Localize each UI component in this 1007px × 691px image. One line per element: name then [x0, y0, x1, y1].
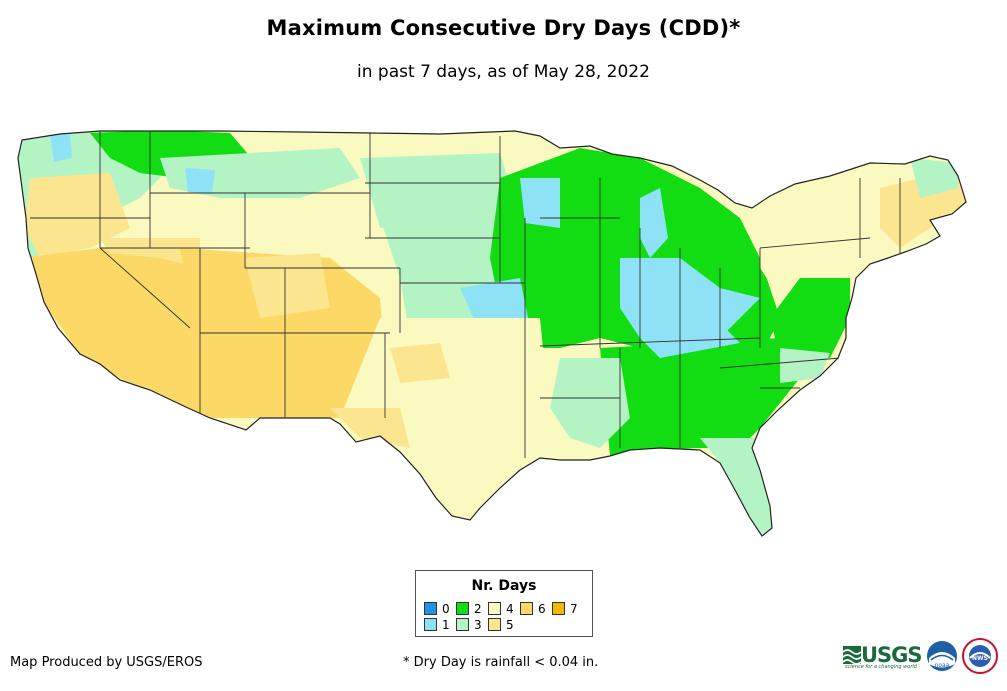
footnote-text: * Dry Day is rainfall < 0.04 in.: [403, 655, 599, 670]
map-subtitle: in past 7 days, as of May 28, 2022: [357, 62, 650, 82]
zone-texas-4: [340, 318, 550, 516]
legend-item-5: 5: [488, 618, 514, 632]
nws-logo-icon: NWS: [962, 638, 998, 674]
zone-n-plains-3: [360, 153, 520, 228]
usgs-wordmark: USGS: [861, 643, 923, 667]
legend-item-4: 4: [488, 602, 514, 616]
zone-southeast-2: [600, 338, 800, 456]
legend-swatch: [552, 602, 565, 615]
legend-label: 1: [442, 618, 450, 632]
legend-item-7: 7: [552, 602, 578, 616]
legend-label: 7: [570, 602, 578, 616]
zone-tx-panhandle-5: [390, 343, 450, 383]
zone-mississippi-3: [550, 358, 630, 448]
legend-item-6: 6: [520, 602, 546, 616]
zone-carolinas-3: [780, 348, 830, 383]
zone-great-basin-5: [100, 238, 200, 268]
zone-lake-michigan-1: [640, 188, 668, 258]
legend-label: 3: [474, 618, 482, 632]
usgs-wave-icon: [843, 646, 861, 664]
legend-swatch: [520, 602, 533, 615]
usgs-logo: USGS: [843, 643, 923, 669]
us-cdd-map: [17, 130, 967, 537]
zone-4corners-5: [245, 253, 330, 318]
cdd-raster: [18, 131, 966, 536]
zone-maine-3: [910, 158, 958, 198]
zone-nm-5: [330, 408, 410, 448]
state-boundaries: [30, 131, 901, 458]
legend-label: 6: [538, 602, 546, 616]
legend-swatch: [456, 602, 469, 615]
legend-label: 0: [442, 602, 450, 616]
legend: Nr. Days 0 2 4 6 7 1 3 5: [415, 570, 593, 637]
zone-oregon-5: [25, 173, 130, 258]
legend-item-1: 1: [424, 618, 450, 632]
legend-label: 2: [474, 602, 482, 616]
legend-label: 4: [506, 602, 514, 616]
zone-mid-atlantic-2: [770, 278, 850, 358]
zone-wa-1: [50, 132, 72, 162]
legend-swatch: [488, 602, 501, 615]
legend-swatch: [456, 618, 469, 631]
legend-swatch: [424, 618, 437, 631]
legend-item-3: 3: [456, 618, 482, 632]
zone-minnesota-1: [520, 178, 560, 228]
zone-ohio-1: [620, 258, 760, 348]
map-title: Maximum Consecutive Dry Days (CDD)*: [266, 16, 741, 40]
legend-item-2: 2: [456, 602, 482, 616]
credit-text: Map Produced by USGS/EROS: [10, 655, 203, 670]
zone-florida-3: [700, 438, 772, 536]
legend-swatch: [424, 602, 437, 615]
legend-swatch: [488, 618, 501, 631]
legend-label: 5: [506, 618, 514, 632]
legend-item-0: 0: [424, 602, 450, 616]
noaa-wordmark: noaa: [935, 662, 950, 669]
usgs-tagline: science for a changing world: [845, 664, 917, 670]
legend-title: Nr. Days: [471, 578, 537, 594]
zone-idaho-1: [185, 168, 215, 194]
nws-wordmark: NWS: [972, 655, 988, 662]
noaa-logo-icon: noaa: [927, 641, 957, 671]
